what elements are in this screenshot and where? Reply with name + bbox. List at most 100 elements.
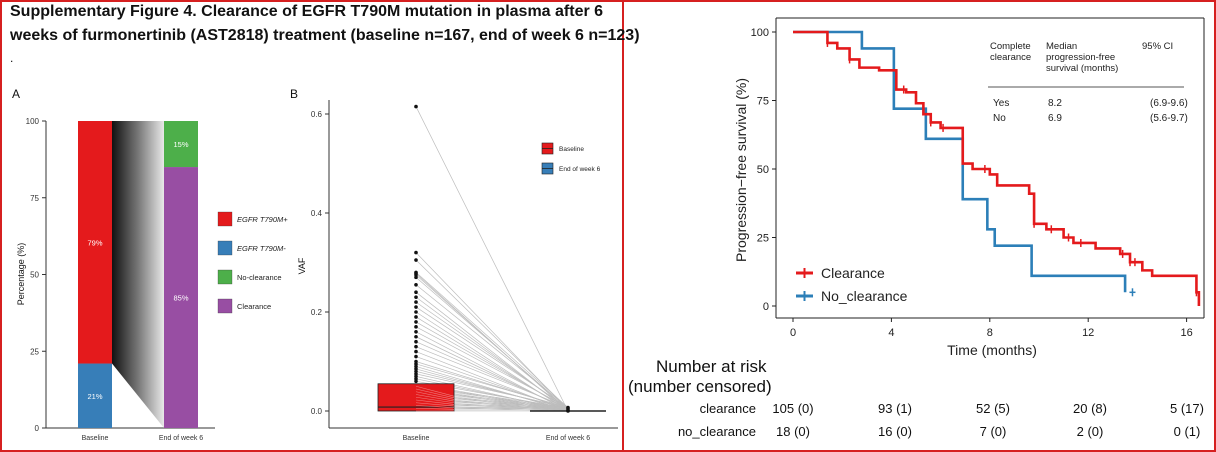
- risk-cell: 7 (0): [980, 424, 1007, 439]
- panel-b-point-baseline: [414, 377, 418, 381]
- panel-a: A Percentage (%) 0 25 50 75 100 79% 21% 15% 85%…: [12, 87, 288, 442]
- panel-a-legend-swatch: [217, 269, 233, 285]
- panel-b-point-baseline: [414, 364, 418, 369]
- panel-c-ytick-label: 75: [757, 96, 769, 108]
- risk-values: 105 (0) 93 (1) 52 (5) 20 (8) 5 (17) 18 (0) 16 …: [772, 401, 1204, 439]
- panel-b-point-baseline: [414, 344, 418, 349]
- risk-row-clearance-label: clearance: [700, 401, 756, 416]
- table-header-ci: 95% CI: [1142, 41, 1173, 52]
- panel-b-point-baseline: [414, 362, 418, 366]
- panel-c-xticks: 0 4 8 12 16: [790, 318, 1193, 339]
- panel-b-ytick-label: 0.6: [311, 110, 323, 119]
- panel-b-legend: Baseline End of week 6: [541, 142, 601, 175]
- panel-b-pair-line: [415, 259, 569, 409]
- table-header-median: Median progression-free survival (months…: [1046, 41, 1118, 74]
- panel-a-ytick-label: 0: [35, 424, 40, 433]
- panel-b-pair-line-highlight: [415, 388, 455, 399]
- risk-title-1: Number at risk: [656, 357, 767, 376]
- panel-c-ytick-label: 50: [757, 164, 769, 176]
- panel-c-ylabel: Progression−free survival (%): [733, 78, 749, 262]
- panel-b-point-baseline: [414, 250, 418, 255]
- panel-a-legend-label: EGFR T790M-: [237, 244, 286, 253]
- label-week6-clearance: 85%: [173, 294, 188, 303]
- risk-title-2: (number censored): [628, 377, 772, 396]
- table-row-yes-label: Yes: [993, 98, 1009, 109]
- panel-b-point-baseline: [414, 290, 418, 295]
- panel-a-ytick-label: 75: [30, 194, 39, 203]
- panel-b-pair-line: [415, 366, 569, 412]
- panel-c-legend: Clearance No_clearance: [796, 265, 908, 304]
- panel-b-point-baseline: [414, 104, 418, 109]
- panel-a-legend-label: Clearance: [237, 302, 271, 311]
- panel-b-pair-line: [415, 106, 569, 412]
- panel-b-pair-line-highlight: [415, 402, 455, 407]
- panel-b-point-baseline: [414, 349, 418, 354]
- panel-a-legend-swatch: [217, 211, 233, 227]
- panel-b-point-baseline: [414, 372, 418, 376]
- panel-c-ytick-label: 0: [763, 301, 769, 313]
- panel-b-point-baseline: [414, 369, 418, 374]
- panel-b-pair-line: [415, 371, 569, 409]
- panel-b-point-baseline: [414, 258, 418, 262]
- panel-c-ytick-label: 25: [757, 233, 769, 245]
- panel-a-ytick-label: 50: [30, 271, 39, 280]
- risk-cell: 2 (0): [1077, 424, 1104, 439]
- panel-b: B VAF 0.0 0.2 0.4 0.6 Baseline End of week 6…: [290, 87, 618, 442]
- bar-baseline-t790m-pos: [78, 121, 112, 364]
- panel-b-point-baseline: [414, 275, 418, 280]
- table-header-clearance: Complete clearance: [990, 41, 1033, 63]
- panel-b-point-baseline: [414, 315, 418, 319]
- panel-b-pair-line: [415, 306, 569, 408]
- panel-b-pair-line: [415, 316, 569, 411]
- panel-b-pair-line: [415, 356, 569, 411]
- label-baseline-neg: 21%: [87, 392, 102, 401]
- panel-b-pair-line-highlight: [415, 385, 455, 397]
- panel-b-point-baseline: [414, 273, 418, 277]
- panel-b-point-baseline: [414, 379, 418, 384]
- panel-c: Progression−free survival (%) 0 25 50 75 100…: [628, 17, 1205, 439]
- panel-b-boxplots: [377, 383, 606, 412]
- panel-a-legend-swatch: [217, 240, 233, 256]
- risk-row-no-clearance-label: no_clearance: [678, 424, 756, 439]
- panel-b-ytick-label: 0.2: [311, 308, 323, 317]
- panel-b-pair-line: [415, 284, 569, 408]
- panel-b-pair-line: [415, 272, 569, 408]
- panel-a-transition-funnel: [112, 121, 164, 428]
- panel-b-point-baseline: [414, 367, 418, 371]
- panel-a-legend-label: EGFR T790M+: [237, 215, 288, 224]
- risk-cell: 52 (5): [976, 401, 1010, 416]
- panel-b-point-baseline: [414, 282, 418, 287]
- risk-cell: 20 (8): [1073, 401, 1107, 416]
- panel-c-xtick-label: 4: [888, 327, 894, 339]
- panel-b-point-baseline: [414, 320, 418, 324]
- stray-mark: .: [10, 51, 14, 65]
- panel-b-ytick-label: 0.4: [311, 209, 323, 218]
- figure-title-line-2: weeks of furmonertinib (AST2818) treatme…: [10, 27, 640, 44]
- table-header-median-2: progression-free: [1046, 52, 1115, 63]
- table-header-median-3: survival (months): [1046, 63, 1118, 74]
- risk-cell: 5 (17): [1170, 401, 1204, 416]
- table-header-clearance-2: clearance: [990, 52, 1031, 63]
- label-baseline-pos: 79%: [87, 238, 102, 247]
- panel-c-xlabel: Time (months): [947, 342, 1037, 358]
- panel-c-yticks: 0 25 50 75 100: [751, 27, 776, 313]
- bar-week6-no-clearance: [164, 121, 198, 168]
- panel-b-ylabel: VAF: [297, 257, 307, 274]
- risk-cell: 18 (0): [776, 424, 810, 439]
- panel-a-ytick-label: 25: [30, 347, 39, 356]
- risk-cell: 0 (1): [1174, 424, 1201, 439]
- table-row-no-ci: (5.6-9.7): [1150, 113, 1188, 124]
- panel-b-pair-line: [415, 373, 569, 408]
- panel-b-point-baseline: [414, 300, 418, 304]
- panel-b-point-baseline: [414, 330, 418, 334]
- panel-b-label: B: [290, 87, 298, 101]
- panel-b-xtick-label: Baseline: [403, 435, 430, 442]
- panel-c-xtick-label: 0: [790, 327, 796, 339]
- panel-b-yticks: 0.0 0.2 0.4 0.6: [311, 110, 329, 416]
- km-curve-clearance: [793, 30, 1201, 306]
- risk-table: Number at risk (number censored) clearan…: [628, 357, 1204, 439]
- panel-a-legend-swatch: [217, 298, 233, 314]
- panel-b-pair-line: [415, 346, 569, 408]
- panel-b-xtick-label: End of week 6: [546, 435, 590, 442]
- panel-b-pair-line-highlight: [415, 407, 455, 410]
